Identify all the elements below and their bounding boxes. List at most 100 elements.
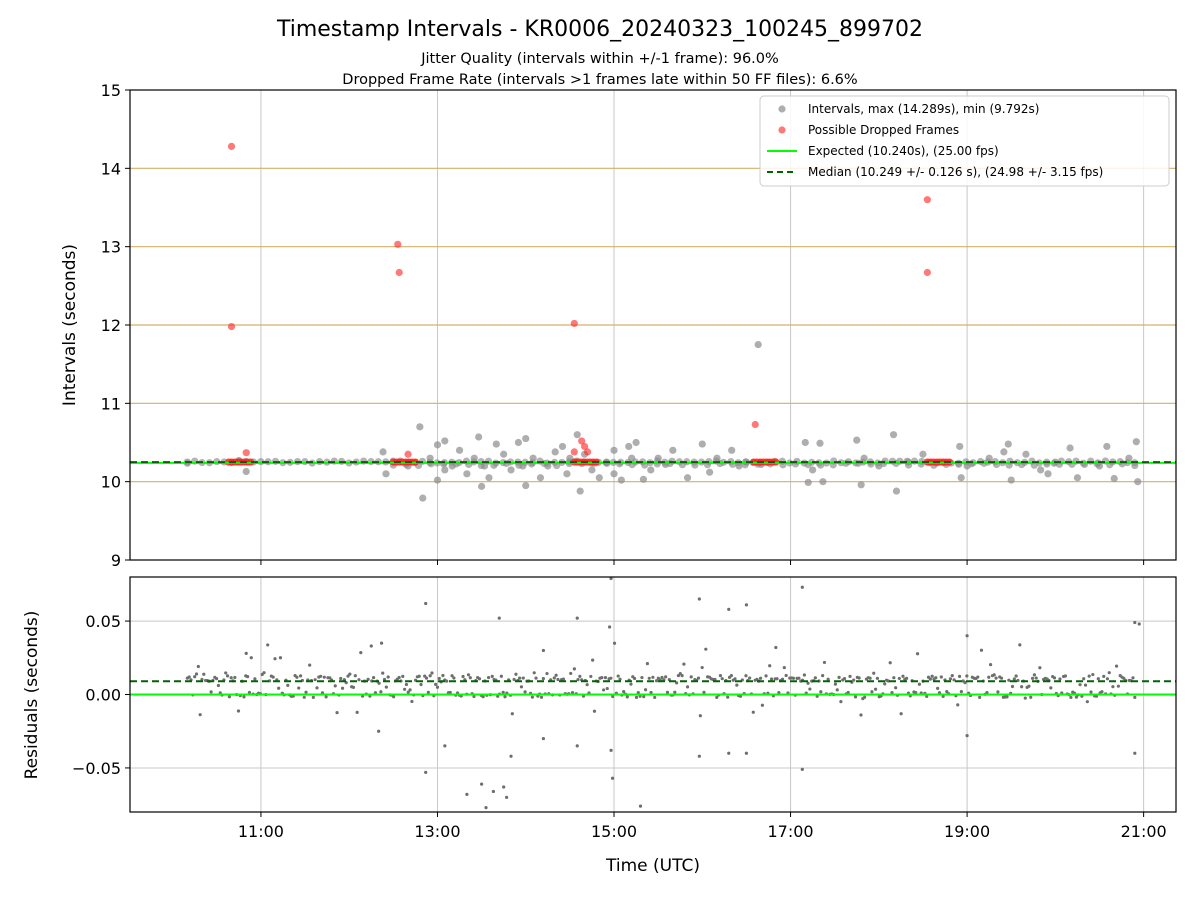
residual-point	[890, 690, 894, 695]
interval-point	[478, 482, 486, 490]
residual-point	[406, 690, 410, 694]
interval-point	[1066, 444, 1074, 452]
residual-point	[437, 676, 441, 681]
residual-point	[514, 672, 518, 676]
dropped-frame-point	[580, 442, 589, 451]
residual-point	[996, 690, 1000, 694]
residual-point	[1122, 676, 1126, 680]
residual-point	[702, 690, 706, 694]
residual-point	[444, 679, 449, 683]
residual-point	[1069, 695, 1073, 700]
interval-point	[1044, 470, 1052, 478]
interval-point	[610, 446, 618, 454]
residual-point	[423, 674, 427, 678]
chart-subtitle-jitter: Jitter Quality (intervals within +/-1 fr…	[420, 51, 779, 67]
residual-point	[680, 674, 684, 678]
residual-point	[612, 641, 617, 645]
residual-point	[194, 672, 199, 676]
residual-point	[713, 677, 717, 682]
interval-point	[957, 474, 965, 482]
residual-point	[651, 675, 655, 679]
residual-point	[784, 673, 788, 678]
residual-point	[999, 676, 1004, 680]
residual-point	[353, 674, 357, 678]
residual-point	[1063, 674, 1068, 678]
intervals-y-tick-label: 9	[111, 551, 121, 570]
residual-point	[859, 713, 863, 717]
residual-point	[1027, 684, 1031, 688]
residual-point	[466, 673, 471, 677]
residual-point	[509, 754, 513, 758]
residual-point	[616, 674, 620, 678]
interval-point	[1132, 438, 1140, 446]
residual-point	[359, 651, 363, 655]
residual-point	[899, 712, 903, 716]
residual-point	[452, 676, 456, 680]
residual-point	[450, 674, 454, 678]
interval-point	[379, 448, 387, 456]
residual-point	[552, 676, 556, 680]
residual-point	[945, 690, 949, 694]
interval-point	[892, 487, 901, 495]
interval-point	[669, 446, 677, 454]
residual-point	[348, 672, 352, 676]
interval-point	[706, 468, 714, 476]
interval-point	[558, 442, 567, 451]
residual-point	[339, 676, 343, 681]
residual-point	[915, 652, 920, 656]
residual-point	[435, 685, 440, 689]
residual-point	[622, 690, 626, 694]
residual-point	[472, 694, 476, 699]
residual-point	[822, 660, 827, 665]
residual-point	[286, 683, 290, 687]
residual-point	[751, 710, 755, 714]
residual-point	[278, 656, 283, 660]
residual-point	[233, 675, 237, 680]
residual-point	[645, 662, 650, 666]
interval-point	[683, 474, 692, 482]
residual-point	[826, 677, 830, 681]
residual-point	[782, 666, 786, 670]
residual-point	[780, 677, 785, 681]
residual-point	[660, 675, 664, 680]
residual-point	[1137, 622, 1141, 626]
residual-point	[490, 674, 494, 678]
residual-point	[196, 664, 200, 669]
residual-point	[768, 664, 772, 668]
residual-point	[198, 713, 202, 717]
residual-point	[570, 690, 575, 695]
interval-point	[588, 466, 596, 474]
dropped-frame-point	[923, 196, 931, 204]
residual-point	[1074, 695, 1078, 699]
interval-point	[1073, 474, 1082, 482]
residual-point	[247, 690, 252, 695]
residual-point	[202, 672, 206, 676]
residual-point	[556, 677, 560, 682]
dropped-frame-point	[578, 437, 586, 445]
interval-point	[639, 475, 648, 483]
residual-point	[808, 687, 812, 691]
residual-point	[377, 681, 381, 685]
residual-point	[697, 597, 701, 601]
residual-point	[718, 674, 723, 678]
residual-point	[1131, 676, 1135, 680]
residual-point	[225, 674, 230, 678]
residual-point	[764, 674, 768, 678]
residual-point	[424, 770, 428, 774]
x-axis-label: Time (UTC)	[605, 856, 700, 876]
residual-point	[1096, 677, 1100, 681]
dropped-frame-point	[394, 240, 402, 248]
interval-point	[1004, 440, 1012, 448]
residual-point	[319, 674, 323, 678]
interval-point	[1022, 450, 1030, 458]
residual-point	[357, 678, 361, 682]
residual-point	[936, 686, 940, 690]
chart-title: Timestamp Intervals - KR0006_20240323_10…	[276, 17, 923, 42]
residual-point	[729, 673, 733, 678]
residual-point	[273, 657, 277, 661]
residual-point	[726, 695, 730, 699]
residual-point	[842, 677, 847, 681]
residual-point	[601, 688, 606, 692]
residual-point	[873, 687, 878, 691]
